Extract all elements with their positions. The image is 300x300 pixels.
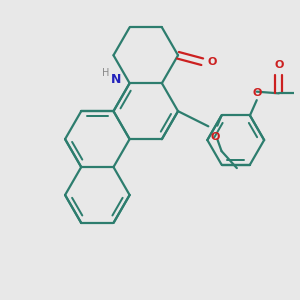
Text: O: O	[253, 88, 262, 98]
Text: N: N	[111, 73, 121, 86]
Text: O: O	[211, 132, 220, 142]
Text: H: H	[102, 68, 110, 78]
Text: O: O	[207, 57, 217, 67]
Text: O: O	[274, 60, 283, 70]
